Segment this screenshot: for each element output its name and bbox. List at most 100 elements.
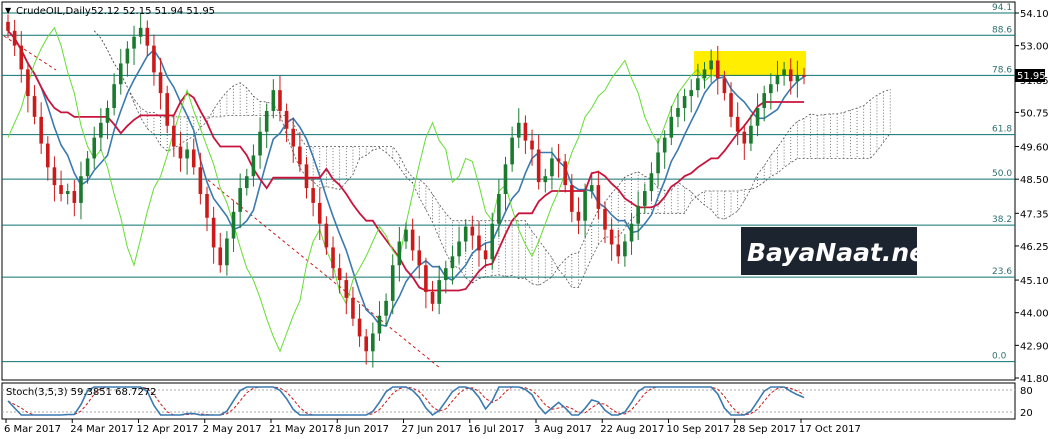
senkou-span-a: [93, 30, 891, 286]
candle-body: [324, 223, 329, 248]
candle-body: [444, 268, 448, 281]
candle-body: [470, 226, 475, 236]
trendline-right: [207, 179, 441, 369]
symbol-label: CrudeOIL,Daily: [16, 6, 91, 17]
fib-label: 23.6: [992, 267, 1012, 277]
candle-body: [158, 72, 163, 94]
candle-body: [762, 93, 766, 108]
stoch-tick-label: 80: [1020, 386, 1033, 397]
candle-body: [19, 45, 24, 70]
candle-body: [623, 241, 627, 257]
candle-body: [536, 149, 541, 183]
candle-body: [689, 90, 694, 97]
stoch-tick-label: 20: [1020, 408, 1033, 419]
candle-body: [79, 176, 83, 203]
tenkan-line: [7, 30, 805, 328]
candle-body: [331, 247, 335, 269]
stochastic-oscillator: [2, 386, 1015, 417]
candle-body: [198, 167, 203, 195]
candle-body: [298, 146, 302, 165]
fib-label: 88.6: [992, 25, 1012, 35]
price-tick-label: 48.50: [1020, 175, 1049, 186]
candle-body: [105, 107, 110, 123]
date-tick-label: 6 Mar 2017: [4, 424, 61, 435]
candle-body: [377, 315, 382, 334]
candle-body: [702, 69, 707, 79]
candle-body: [211, 217, 216, 248]
candle-body: [749, 125, 753, 144]
candle-body: [311, 188, 315, 203]
candle-body: [191, 149, 196, 168]
candle-body: [32, 96, 37, 117]
date-tick-label: 2 May 2017: [203, 424, 262, 435]
price-tick-label: 42.90: [1020, 341, 1049, 352]
candle-body: [516, 122, 521, 138]
candle-body: [715, 60, 720, 79]
candle-body: [231, 211, 236, 239]
candle-body: [503, 164, 508, 195]
candle-body: [576, 211, 581, 221]
date-tick-label: 24 Mar 2017: [70, 424, 133, 435]
candle-body: [802, 75, 806, 77]
candle-body: [364, 336, 368, 352]
candle-body: [795, 75, 800, 82]
candle-body: [583, 191, 587, 221]
date-tick-label: 16 Jul 2017: [468, 424, 525, 435]
fib-label: 38.2: [992, 215, 1012, 225]
candle-body: [490, 223, 495, 260]
candle-body: [709, 60, 713, 70]
candle-body: [185, 149, 189, 159]
watermark-logo: BayaNaat.net: [741, 227, 939, 275]
senkou-span-b: [93, 30, 891, 288]
candle-body: [304, 164, 309, 189]
candle-body: [245, 176, 249, 189]
candle-body: [510, 137, 514, 165]
candle-body: [65, 191, 70, 195]
ichimoku-cloud: [93, 30, 891, 288]
date-tick-label: 21 May 2017: [269, 424, 334, 435]
candle-body: [636, 205, 640, 224]
candle-body: [337, 268, 342, 281]
fib-label: 50.0: [992, 169, 1012, 179]
date-tick-label: 3 Aug 2017: [534, 424, 592, 435]
candle-body: [172, 125, 176, 147]
candle-body: [669, 116, 674, 138]
candle-body: [782, 69, 786, 76]
candle-body: [404, 229, 408, 242]
candle-body: [570, 185, 574, 212]
candle-body: [676, 107, 680, 117]
watermark-text: BayaNaat.net: [747, 238, 939, 267]
candle-body: [589, 185, 594, 192]
candle-body: [125, 48, 130, 64]
fibonacci-levels: 0.0 23.6 38.2 50.0 61.8 78.6 88.6 94.1: [2, 3, 1015, 363]
date-tick-label: 28 Sep 2017: [733, 424, 796, 435]
trendlines: [3, 35, 441, 369]
date-tick-label: 8 Jun 2017: [335, 424, 389, 435]
trendline-left: [3, 35, 57, 71]
stoch-label: Stoch(3,5,3) 59.3851 68.7272: [6, 387, 157, 398]
date-tick-label: 22 Aug 2017: [600, 424, 664, 435]
candle-body: [218, 247, 223, 266]
candle-body: [26, 69, 30, 97]
candle-body: [662, 137, 667, 153]
candle-body: [72, 191, 77, 203]
price-tick-label: 44.00: [1020, 309, 1049, 320]
date-tick-label: 27 Jun 2017: [402, 424, 462, 435]
candle-body: [769, 84, 773, 94]
candle-body: [371, 333, 375, 352]
candle-body: [424, 265, 428, 292]
candle-body: [397, 241, 402, 266]
candle-body: [775, 75, 780, 85]
stoch-panel-frame: [1, 382, 1016, 420]
candle-body: [463, 226, 468, 242]
candle-body: [682, 96, 687, 108]
price-tick-label: 54.10: [1020, 9, 1049, 20]
ohlc-label: 52.12 52.15 51.94 51.95: [91, 6, 215, 17]
date-tick-label: 17 Oct 2017: [799, 424, 861, 435]
candle-body: [556, 158, 561, 162]
candle-body: [483, 250, 488, 260]
candle-body: [92, 137, 97, 159]
header-arrow-icon[interactable]: ▼: [5, 6, 12, 15]
candlesticks: [6, 13, 806, 368]
chikou-line: [7, 26, 718, 353]
